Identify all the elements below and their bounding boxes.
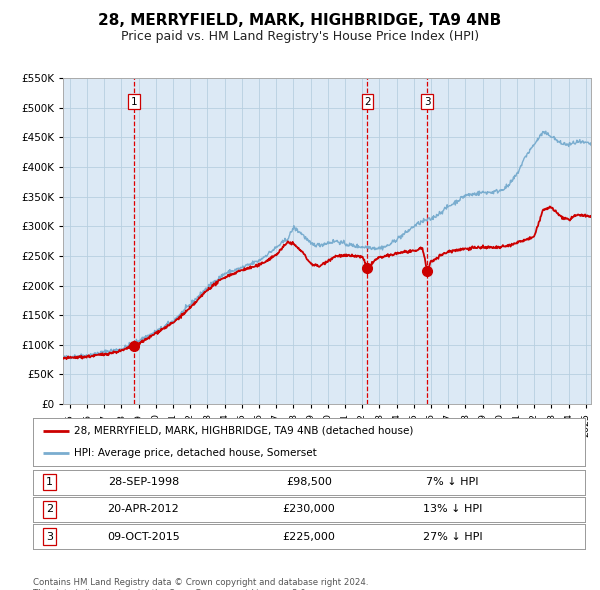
Text: £230,000: £230,000: [283, 504, 335, 514]
Text: HPI: Average price, detached house, Somerset: HPI: Average price, detached house, Some…: [74, 448, 317, 458]
Text: 09-OCT-2015: 09-OCT-2015: [107, 532, 180, 542]
Text: 2: 2: [364, 97, 371, 107]
Text: 2: 2: [46, 504, 53, 514]
Text: 28, MERRYFIELD, MARK, HIGHBRIDGE, TA9 4NB: 28, MERRYFIELD, MARK, HIGHBRIDGE, TA9 4N…: [98, 13, 502, 28]
Text: 28, MERRYFIELD, MARK, HIGHBRIDGE, TA9 4NB (detached house): 28, MERRYFIELD, MARK, HIGHBRIDGE, TA9 4N…: [74, 426, 414, 436]
Text: 3: 3: [46, 532, 53, 542]
Text: £225,000: £225,000: [283, 532, 335, 542]
Text: Contains HM Land Registry data © Crown copyright and database right 2024.
This d: Contains HM Land Registry data © Crown c…: [33, 578, 368, 590]
Text: 1: 1: [131, 97, 137, 107]
Text: 27% ↓ HPI: 27% ↓ HPI: [423, 532, 482, 542]
Text: 20-APR-2012: 20-APR-2012: [107, 504, 179, 514]
Text: 7% ↓ HPI: 7% ↓ HPI: [426, 477, 479, 487]
Text: 3: 3: [424, 97, 430, 107]
Text: Price paid vs. HM Land Registry's House Price Index (HPI): Price paid vs. HM Land Registry's House …: [121, 30, 479, 43]
Text: 13% ↓ HPI: 13% ↓ HPI: [423, 504, 482, 514]
Text: £98,500: £98,500: [286, 477, 332, 487]
Text: 28-SEP-1998: 28-SEP-1998: [108, 477, 179, 487]
Text: 1: 1: [46, 477, 53, 487]
